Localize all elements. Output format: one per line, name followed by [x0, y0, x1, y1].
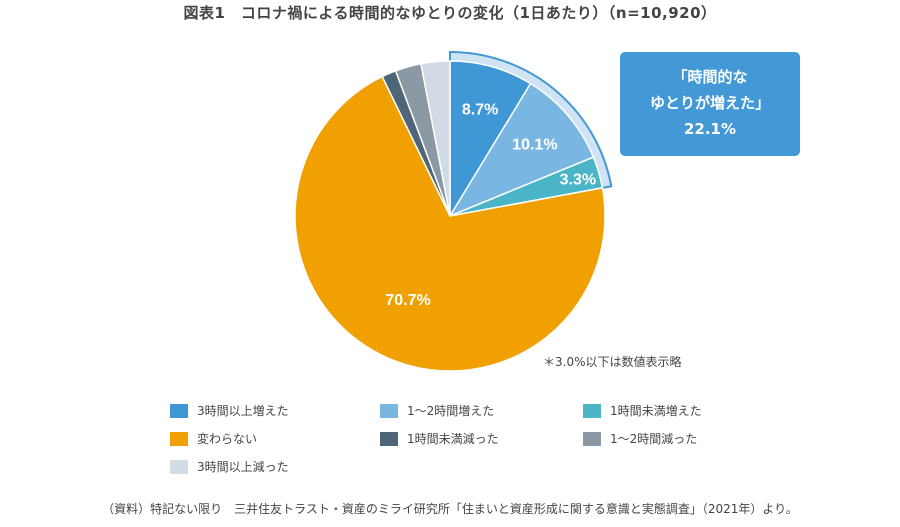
- legend-swatch: [583, 431, 601, 446]
- legend-swatch: [170, 431, 188, 446]
- slice-label: 8.7%: [462, 102, 498, 119]
- callout-line1: 「時間的な: [672, 68, 748, 86]
- legend-label: 変わらない: [197, 432, 258, 446]
- pie-slice: [420, 60, 451, 217]
- legend-item: 変わらない: [170, 430, 257, 447]
- legend-label: 1時間未満増えた: [610, 404, 702, 418]
- legend-swatch: [380, 403, 398, 418]
- legend-swatch: [170, 459, 188, 474]
- legend-swatch: [380, 431, 398, 446]
- legend-label: 1時間未満減った: [407, 432, 499, 446]
- slice-label: 10.1%: [512, 137, 557, 154]
- chart-note: ＊3.0%以下は数値表示略: [543, 355, 682, 369]
- slice-label: 3.3%: [560, 171, 596, 188]
- pie-slice: [448, 82, 595, 218]
- source-footer: （資料）特記ない限り 三井住友トラスト・資産のミライ研究所「住まいと資産形成に関…: [102, 502, 798, 516]
- callout-line2: ゆとりが増えた」: [649, 94, 770, 112]
- pie-chart: 8.7% 10.1%3.3% 70.7%: [294, 50, 613, 372]
- pie-slice: [449, 60, 532, 219]
- legend-label: 1〜2時間増えた: [407, 404, 495, 418]
- legend-swatch: [583, 403, 601, 418]
- pie-slice: [294, 75, 606, 372]
- highlight-callout: 「時間的な ゆとりが増えた」 22.1%: [620, 52, 800, 156]
- callout-value: 22.1%: [683, 120, 737, 138]
- chart-title: 図表1 コロナ禍による時間的なゆとりの変化（1日あたり）（n=10,920）: [183, 4, 717, 22]
- legend-item: 1時間未満増えた: [583, 402, 702, 419]
- slice-label: 70.7%: [385, 292, 430, 309]
- legend-swatch: [170, 403, 188, 418]
- legend-item: 3時間以上減った: [170, 458, 289, 475]
- legend-label: 1〜2時間減った: [610, 432, 698, 446]
- legend-item: 3時間以上増えた: [170, 402, 289, 419]
- legend-label: 3時間以上増えた: [197, 404, 289, 418]
- legend-item: 1〜2時間減った: [583, 430, 697, 447]
- legend-label: 3時間以上減った: [197, 460, 289, 474]
- legend-item: 1時間未満減った: [380, 430, 499, 447]
- legend-item: 1〜2時間増えた: [380, 402, 494, 419]
